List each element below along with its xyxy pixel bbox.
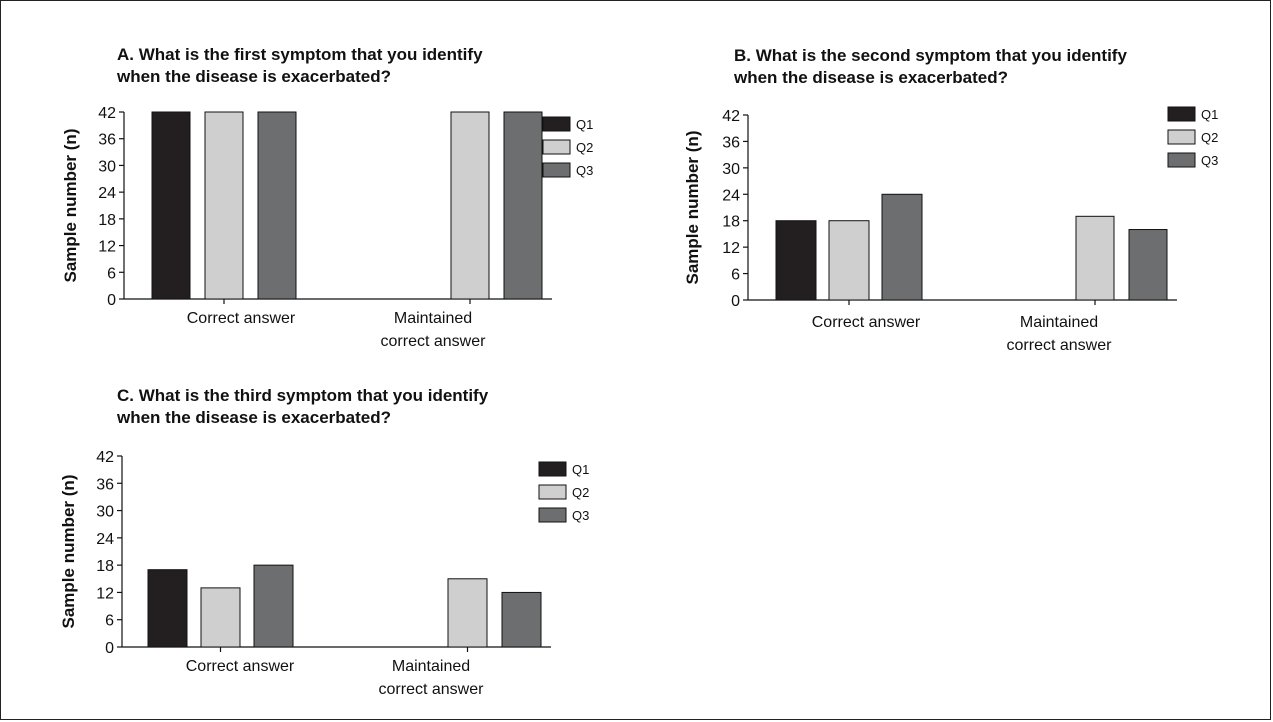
bar-q3 — [881, 193, 923, 301]
bar-q2 — [828, 220, 870, 301]
y-tick-label: 42 — [96, 449, 114, 466]
category-label: Maintained — [392, 658, 470, 675]
legend-label: Q3 — [1201, 153, 1218, 168]
y-axis-label: Sample number (n) — [683, 131, 702, 285]
legend-swatch — [538, 461, 567, 477]
y-tick-label: 36 — [98, 132, 116, 149]
legend-label: Q1 — [572, 462, 589, 477]
y-tick-label: 42 — [722, 108, 740, 125]
bar-q2 — [200, 587, 241, 648]
y-tick-label: 30 — [96, 504, 114, 521]
y-tick-label: 18 — [722, 214, 740, 231]
legend-swatch — [538, 484, 567, 500]
bar-q1 — [775, 220, 817, 301]
y-tick-label: 0 — [107, 292, 116, 309]
legend-swatch — [542, 139, 571, 155]
bar-q2 — [447, 578, 488, 648]
category-label: Correct answer — [812, 314, 921, 331]
legend-swatch — [542, 162, 571, 178]
bar-q3 — [503, 111, 543, 300]
bar-q3 — [501, 591, 542, 648]
y-tick-label: 36 — [96, 476, 114, 493]
legend-label: Q1 — [1201, 107, 1218, 122]
chart-title-line: when the disease is exacerbated? — [116, 408, 391, 427]
legend-label: Q3 — [572, 508, 589, 523]
y-tick-label: 42 — [98, 105, 116, 122]
bar-q3 — [1128, 229, 1168, 301]
category-label: Correct answer — [186, 658, 295, 675]
y-tick-label: 18 — [98, 212, 116, 229]
legend-label: Q2 — [572, 485, 589, 500]
category-label: correct answer — [1007, 337, 1113, 354]
y-axis-label: Sample number (n) — [59, 475, 78, 629]
bar-q3 — [257, 111, 297, 300]
y-tick-label: 0 — [731, 293, 740, 310]
y-tick-label: 24 — [98, 185, 116, 202]
y-axis-label: Sample number (n) — [61, 129, 80, 283]
y-tick-label: 6 — [731, 267, 740, 284]
bar-q1 — [151, 111, 191, 300]
bar-q1 — [147, 569, 188, 648]
legend-swatch — [1167, 106, 1196, 122]
y-tick-label: 6 — [105, 613, 114, 630]
chart-A: A. What is the first symptom that you id… — [61, 45, 593, 350]
y-tick-label: 12 — [96, 585, 114, 602]
y-tick-label: 24 — [96, 531, 114, 548]
legend-swatch — [1167, 152, 1196, 168]
legend-label: Q1 — [576, 117, 593, 132]
chart-B: B. What is the second symptom that you i… — [683, 46, 1218, 354]
y-tick-label: 18 — [96, 558, 114, 575]
category-label: correct answer — [379, 681, 485, 698]
y-tick-label: 24 — [722, 187, 740, 204]
legend-label: Q2 — [1201, 130, 1218, 145]
bar-q3 — [253, 564, 294, 648]
category-label: correct answer — [381, 333, 487, 350]
category-label: Maintained — [394, 310, 472, 327]
category-label: Correct answer — [187, 310, 296, 327]
legend-swatch — [1167, 129, 1196, 145]
y-tick-label: 0 — [105, 640, 114, 657]
chart-title-line: B. What is the second symptom that you i… — [734, 46, 1127, 65]
chart-title-line: C. What is the third symptom that you id… — [117, 386, 489, 405]
y-tick-label: 30 — [722, 161, 740, 178]
y-tick-label: 6 — [107, 265, 116, 282]
bar-q2 — [204, 111, 244, 300]
chart-title-line: when the disease is exacerbated? — [733, 68, 1008, 87]
category-label: Maintained — [1020, 314, 1098, 331]
chart-title-line: when the disease is exacerbated? — [116, 67, 391, 86]
y-tick-label: 12 — [98, 239, 116, 256]
bar-q2 — [450, 111, 490, 300]
y-tick-label: 30 — [98, 158, 116, 175]
legend-label: Q2 — [576, 140, 593, 155]
legend-label: Q3 — [576, 163, 593, 178]
legend-swatch — [538, 507, 567, 523]
chart-C: C. What is the third symptom that you id… — [59, 386, 589, 698]
y-tick-label: 36 — [722, 134, 740, 151]
bar-q2 — [1075, 215, 1115, 301]
legend-swatch — [542, 116, 571, 132]
chart-title-line: A. What is the first symptom that you id… — [117, 45, 483, 64]
y-tick-label: 12 — [722, 240, 740, 257]
